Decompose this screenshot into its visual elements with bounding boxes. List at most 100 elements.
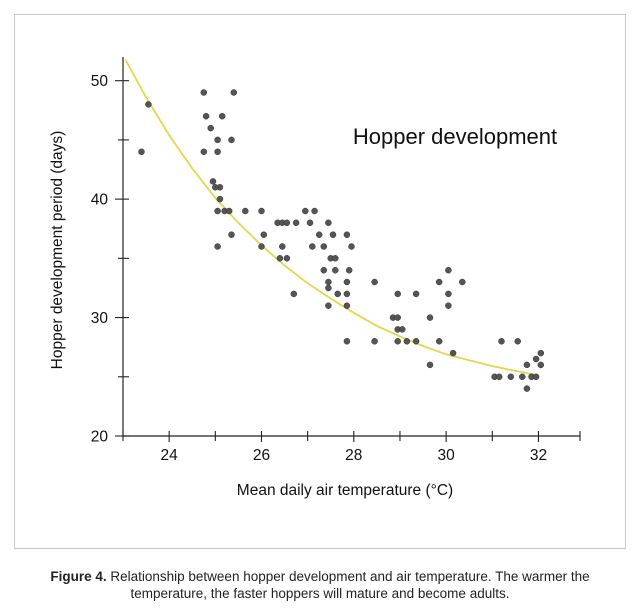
data-point bbox=[242, 207, 249, 215]
data-point bbox=[325, 219, 332, 227]
data-point bbox=[348, 243, 355, 250]
data-point bbox=[258, 207, 265, 215]
data-point bbox=[202, 112, 210, 120]
x-axis-label: Mean daily air temperature (°C) bbox=[237, 482, 453, 499]
x-tick-label: 30 bbox=[438, 447, 456, 464]
data-point bbox=[523, 385, 531, 392]
axes-layer: 24 26 28 30 32 20 30 40 50 bbox=[91, 57, 581, 464]
data-point bbox=[519, 373, 526, 381]
y-axis-label: Hopper development period (days) bbox=[49, 131, 66, 370]
data-point bbox=[445, 266, 452, 274]
data-point bbox=[212, 184, 219, 191]
data-point bbox=[371, 338, 378, 345]
data-point bbox=[394, 338, 401, 345]
data-point bbox=[228, 136, 235, 144]
data-point bbox=[290, 290, 298, 298]
data-point bbox=[200, 89, 208, 96]
data-point bbox=[306, 219, 314, 227]
data-point bbox=[412, 338, 420, 345]
data-point bbox=[334, 290, 341, 298]
data-point bbox=[507, 373, 515, 381]
data-point bbox=[532, 373, 540, 381]
x-tick-label: 24 bbox=[161, 447, 179, 464]
data-point bbox=[276, 255, 284, 262]
data-point bbox=[343, 231, 351, 238]
y-tick-label: 50 bbox=[91, 73, 109, 90]
data-point bbox=[343, 290, 351, 298]
figure-caption: Figure 4. Relationship between hopper de… bbox=[20, 568, 620, 602]
data-point bbox=[426, 314, 434, 321]
data-point bbox=[302, 207, 309, 215]
data-point bbox=[345, 266, 353, 274]
data-point bbox=[218, 112, 226, 120]
data-point bbox=[320, 243, 328, 250]
data-point bbox=[412, 290, 420, 298]
data-point bbox=[209, 178, 217, 185]
x-tick-label: 26 bbox=[253, 447, 270, 464]
data-point bbox=[329, 231, 337, 238]
data-point bbox=[325, 284, 332, 292]
y-tick-label: 20 bbox=[91, 429, 109, 446]
data-point bbox=[332, 255, 339, 262]
data-point bbox=[495, 373, 503, 381]
x-tick-label: 28 bbox=[345, 447, 362, 464]
data-point bbox=[532, 355, 540, 363]
data-point bbox=[435, 338, 443, 345]
data-point bbox=[459, 278, 466, 286]
data-point bbox=[445, 302, 452, 309]
data-point bbox=[230, 89, 238, 96]
data-point bbox=[225, 207, 233, 215]
data-point bbox=[426, 361, 434, 369]
data-point bbox=[279, 243, 286, 250]
data-point bbox=[311, 207, 318, 215]
data-point bbox=[394, 314, 401, 321]
data-point bbox=[214, 136, 221, 144]
data-point bbox=[394, 290, 401, 298]
data-point bbox=[523, 361, 531, 369]
data-point bbox=[258, 243, 265, 250]
points-layer bbox=[138, 89, 545, 392]
data-point bbox=[449, 349, 457, 357]
data-point bbox=[216, 195, 224, 203]
data-point bbox=[325, 302, 332, 309]
data-point bbox=[403, 338, 411, 345]
data-point bbox=[292, 219, 300, 227]
data-point bbox=[343, 278, 351, 286]
data-point bbox=[399, 326, 406, 333]
data-point bbox=[371, 278, 378, 286]
y-tick-label: 40 bbox=[91, 192, 109, 209]
data-point bbox=[325, 278, 332, 286]
figure-frame bbox=[14, 14, 626, 549]
data-point bbox=[214, 243, 221, 250]
chart-title: Hopper development bbox=[353, 124, 557, 149]
data-point bbox=[498, 338, 505, 345]
data-point bbox=[228, 231, 235, 238]
trend-layer bbox=[124, 58, 534, 376]
data-point bbox=[145, 101, 152, 108]
data-point bbox=[214, 148, 221, 156]
data-point bbox=[445, 290, 452, 298]
data-point bbox=[320, 266, 328, 274]
data-point bbox=[343, 302, 351, 309]
caption-text: Relationship between hopper development … bbox=[106, 569, 590, 601]
data-point bbox=[537, 361, 545, 369]
data-point bbox=[309, 243, 316, 250]
data-point bbox=[138, 148, 145, 156]
trend-line bbox=[124, 58, 534, 376]
scatter-chart: 24 26 28 30 32 20 30 40 50 Hopper development Me… bbox=[49, 57, 581, 499]
data-point bbox=[435, 278, 443, 286]
data-point bbox=[514, 338, 521, 345]
y-tick-label: 30 bbox=[91, 310, 109, 327]
data-point bbox=[214, 207, 221, 215]
data-point bbox=[537, 349, 545, 357]
data-point bbox=[283, 219, 291, 227]
data-point bbox=[260, 231, 268, 238]
data-point bbox=[207, 124, 214, 132]
data-point bbox=[283, 255, 291, 262]
x-tick-label: 32 bbox=[530, 447, 547, 464]
data-point bbox=[315, 231, 323, 238]
caption-label: Figure 4. bbox=[50, 569, 107, 584]
data-point bbox=[332, 266, 339, 274]
data-point bbox=[343, 338, 351, 345]
data-point bbox=[200, 148, 208, 156]
